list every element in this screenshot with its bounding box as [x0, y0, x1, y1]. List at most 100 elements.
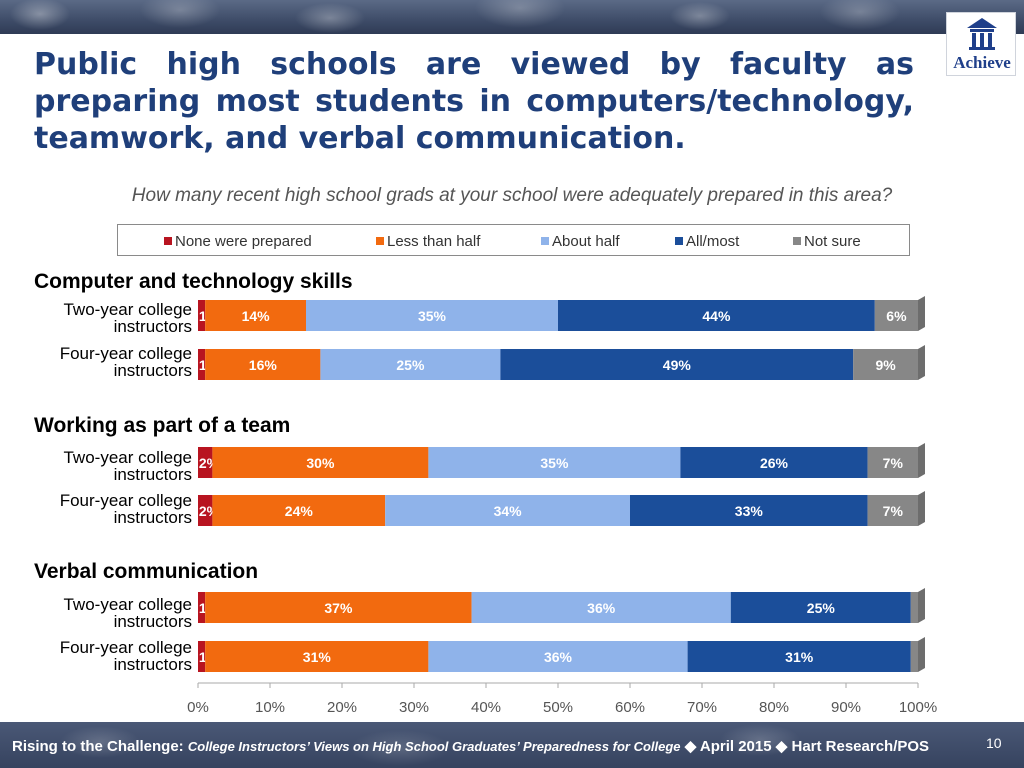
- footer-citation: Rising to the Challenge: College Instruc…: [12, 737, 929, 755]
- bar-data-label: 30%: [306, 455, 335, 471]
- bar-side-face: [918, 637, 925, 672]
- bar-segment-2-1-1: [198, 447, 213, 478]
- bar-data-label: 35%: [540, 455, 569, 471]
- legend-item-not-sure: Not sure: [793, 233, 861, 250]
- x-tick-label: 0%: [187, 699, 209, 716]
- row-label: Two-year college instructors: [63, 448, 192, 484]
- bar-segment-1-2-2: [205, 349, 321, 380]
- x-tick-label: 40%: [471, 699, 501, 716]
- bar-side-face: [918, 491, 925, 526]
- row-label: Four-year college instructors: [59, 344, 192, 380]
- bar-data-label: 14%: [242, 308, 271, 324]
- bar-segment-1-1-4: [558, 300, 875, 331]
- bar-segment-3-2-2: [205, 641, 429, 672]
- page-number: 10: [986, 735, 1002, 751]
- footer-separator: ◆: [684, 738, 697, 755]
- row-label: Four-year college instructors: [59, 638, 192, 674]
- bar-side-face: [918, 588, 925, 623]
- row-label: Two-year college instructors: [63, 300, 192, 336]
- bar-segment-2-2-3: [385, 495, 630, 526]
- bar-segment-3-2-1: [198, 641, 206, 672]
- x-tick-label: 30%: [399, 699, 429, 716]
- bar-data-label: 25%: [807, 600, 836, 616]
- slide-title: Public high schools are viewed by facult…: [34, 47, 914, 156]
- bar-data-label: 25%: [396, 357, 425, 373]
- bar-segment-2-2-1: [198, 495, 213, 526]
- bar-segment-2-1-3: [428, 447, 681, 478]
- bar-data-label: 36%: [587, 600, 616, 616]
- bar-data-label: 33%: [735, 503, 764, 519]
- footer-bar: Rising to the Challenge: College Instruc…: [0, 722, 1024, 768]
- bar-side-face: [918, 345, 925, 380]
- schoolhouse-icon: [967, 18, 997, 50]
- x-tick-label: 100%: [899, 699, 937, 716]
- row-label: Four-year college instructors: [59, 491, 192, 527]
- bar-data-label: 35%: [418, 308, 447, 324]
- bar-segment-1-2-1: [198, 349, 206, 380]
- header-photo-band: [0, 0, 1024, 34]
- bar-data-label: 44%: [702, 308, 731, 324]
- bar-segment-2-2-4: [630, 495, 868, 526]
- bar-segment-2-1-2: [212, 447, 429, 478]
- bar-data-label: 26%: [760, 455, 789, 471]
- bar-data-label: 49%: [663, 357, 692, 373]
- footer-separator: ◆: [775, 738, 788, 755]
- bar-data-label: 37%: [324, 600, 353, 616]
- group-title-verbal-communication: Verbal communication: [34, 560, 259, 583]
- x-tick-label: 90%: [831, 699, 861, 716]
- x-tick-label: 20%: [327, 699, 357, 716]
- footer-date: April 2015: [699, 738, 772, 755]
- x-tick-label: 70%: [687, 699, 717, 716]
- bar-data-label: 7%: [883, 503, 904, 519]
- bar-segment-3-1-4: [730, 592, 911, 623]
- footer-lead: Rising to the Challenge:: [12, 738, 184, 755]
- bar-segment-1-1-1: [198, 300, 206, 331]
- legend-swatch: [541, 237, 549, 245]
- bar-side-face: [918, 296, 925, 331]
- x-tick-label: 80%: [759, 699, 789, 716]
- bar-data-label: 6%: [886, 308, 907, 324]
- achieve-logo: Achieve: [946, 12, 1016, 76]
- bar-segment-3-1-3: [471, 592, 731, 623]
- bar-segment-3-2-5: [910, 641, 918, 672]
- legend-item-all-most: All/most: [675, 233, 739, 250]
- bar-segment-3-1-5: [910, 592, 918, 623]
- footer-source: Hart Research/POS: [791, 738, 930, 755]
- legend-swatch: [164, 237, 172, 245]
- bar-data-label: 31%: [303, 649, 332, 665]
- bar-segment-1-1-5: [874, 300, 918, 331]
- group-title-computer-skills: Computer and technology skills: [34, 270, 353, 293]
- bar-segment-2-2-2: [212, 495, 386, 526]
- x-tick-label: 10%: [255, 699, 285, 716]
- bar-data-label: 31%: [785, 649, 814, 665]
- bar-segment-3-2-4: [687, 641, 911, 672]
- bar-side-face: [918, 443, 925, 478]
- legend-item-about-half: About half: [541, 233, 620, 250]
- bar-segment-3-2-3: [428, 641, 688, 672]
- bar-data-label: 7%: [883, 455, 904, 471]
- bar-data-label: 16%: [249, 357, 278, 373]
- bar-segment-1-1-3: [306, 300, 558, 331]
- x-tick-label: 50%: [543, 699, 573, 716]
- bar-segment-3-1-2: [205, 592, 472, 623]
- bar-segment-1-2-5: [853, 349, 918, 380]
- bar-segment-1-2-3: [320, 349, 501, 380]
- legend-item-none: None were prepared: [164, 233, 312, 250]
- bar-segment-2-1-5: [867, 447, 918, 478]
- survey-question: How many recent high school grads at you…: [131, 185, 893, 206]
- legend-swatch: [376, 237, 384, 245]
- bar-segment-3-1-1: [198, 592, 206, 623]
- footer-report-title: College Instructors’ Views on High Schoo…: [187, 739, 681, 754]
- group-title-teamwork: Working as part of a team: [34, 414, 291, 437]
- bar-data-label: 36%: [544, 649, 573, 665]
- bar-segment-1-2-4: [500, 349, 854, 380]
- bar-data-label: 34%: [494, 503, 523, 519]
- bar-data-label: 9%: [875, 357, 896, 373]
- row-label: Two-year college instructors: [63, 595, 192, 631]
- logo-text: Achieve: [953, 53, 1011, 72]
- legend-swatch: [675, 237, 683, 245]
- chart-legend: None were prepared Less than half About …: [117, 224, 910, 256]
- legend-item-less-than-half: Less than half: [376, 233, 480, 250]
- stacked-bar-chart: 1%14%35%44%6%1%16%25%49%9%2%30%35%26%7%2…: [187, 296, 937, 716]
- x-tick-label: 60%: [615, 699, 645, 716]
